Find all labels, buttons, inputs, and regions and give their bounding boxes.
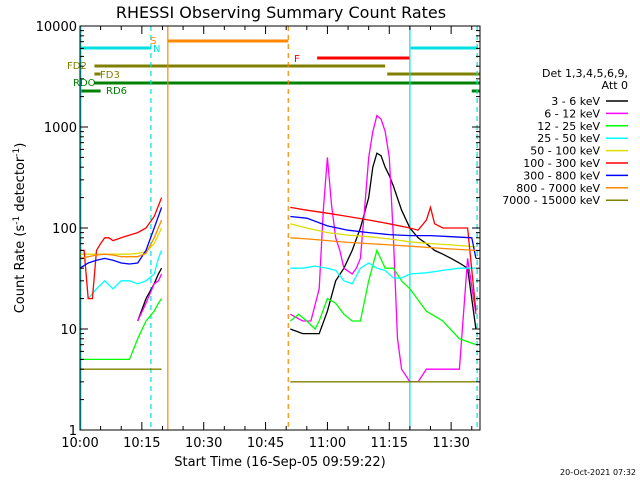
timestamp: 20-Oct-2021 07:32 (560, 468, 636, 477)
flag-label-n: N (153, 44, 160, 55)
series-line-7-seg-0 (79, 219, 163, 260)
y-axis-label: Count Rate (s-1 detector-1) (12, 143, 28, 314)
x-tick-label-3: 10:45 (247, 436, 284, 451)
flag-label-f: F (294, 54, 300, 65)
x-tick-label-4: 11:00 (309, 436, 346, 451)
series-line-3-seg-1 (290, 262, 476, 285)
y-tick-label-2: 100 (52, 222, 77, 237)
y-axis-label-main: Count Rate (s (13, 225, 28, 314)
legend-label-6: 300 - 800 keV (523, 169, 600, 182)
series-line-4-seg-1 (290, 223, 476, 248)
flag-label-rdo: RDO (73, 78, 96, 89)
legend-label-7: 800 - 7000 keV (516, 182, 600, 195)
series-line-2-seg-1 (289, 248, 477, 346)
x-tick-label-1: 10:15 (123, 436, 160, 451)
series-lines-group (79, 114, 477, 383)
legend-label-3: 25 - 50 keV (537, 132, 600, 145)
series-line-6-seg-0 (79, 207, 163, 269)
legend-label-8: 7000 - 15000 keV (502, 194, 600, 207)
y-tick-label-3: 1000 (44, 121, 77, 136)
x-tick-label-2: 10:30 (185, 436, 222, 451)
flag-label-fd2: FD2 (67, 61, 87, 72)
legend-label-2: 12 - 25 keV (537, 120, 600, 133)
series-line-2-seg-0 (80, 298, 163, 361)
y-tick-label-1: 10 (60, 323, 77, 338)
x-tick-label-6: 11:30 (432, 436, 469, 451)
series-line-6-seg-1 (290, 215, 477, 259)
flag-labels-group: S N F FD2 FD3 RDO RD6 (67, 36, 300, 97)
chart-title: RHESSI Observing Summary Count Rates (116, 3, 446, 22)
y-axis-label-end: ) (13, 143, 28, 148)
flag-label-fd3: FD3 (100, 70, 120, 81)
x-axis-label: Start Time (16-Sep-05 09:59:22) (174, 455, 385, 470)
x-tick-label-0: 10:00 (61, 436, 98, 451)
y-axis-label-sup1: -1 (12, 216, 22, 225)
legend-header-line1: Det 1,3,4,5,6,9, (542, 67, 628, 80)
flag-bars-group (81, 39, 480, 93)
legend-label-0: 3 - 6 keV (551, 95, 600, 108)
axes-ticks-group: 10:00 10:15 10:30 10:45 11:00 11:15 11:30 1 10 10… (36, 20, 480, 451)
legend-label-4: 50 - 100 keV (530, 145, 600, 158)
legend-label-5: 100 - 300 keV (523, 157, 600, 170)
flag-label-rd6: RD6 (106, 86, 127, 97)
series-line-5-seg-0 (80, 197, 163, 300)
flag-label-s: S (150, 36, 156, 47)
y-tick-label-0: 1 (69, 424, 77, 439)
series-line-0-seg-1 (290, 152, 477, 335)
series-line-3-seg-0 (87, 250, 163, 300)
y-axis-label-sup2: -1 (12, 148, 22, 157)
legend-header-line2: Att 0 (602, 79, 628, 92)
series-line-1-seg-1 (289, 114, 477, 383)
y-tick-label-4: 10000 (36, 20, 77, 35)
x-tick-label-5: 11:15 (371, 436, 408, 451)
series-line-7-seg-1 (290, 237, 476, 252)
legend-label-1: 6 - 12 keV (544, 107, 600, 120)
series-line-5-seg-1 (290, 205, 477, 312)
y-axis-label-mid: detector (13, 156, 28, 216)
series-line-1-seg-0 (137, 273, 163, 322)
vertical-marker-lines (80, 26, 478, 430)
